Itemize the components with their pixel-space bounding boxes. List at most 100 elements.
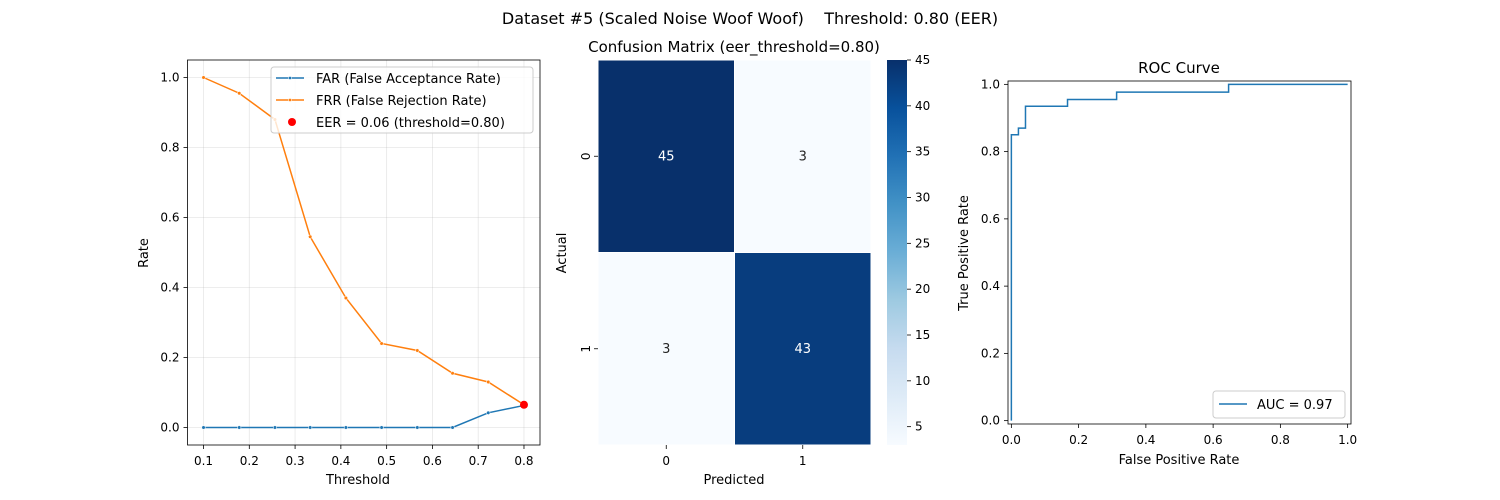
far-frr-tick-label-x: 0.7 [469, 454, 488, 468]
roc-tick-label-x: 1.0 [1338, 433, 1357, 447]
confusion-tick-label-x: 0 [662, 454, 670, 468]
frr-point [237, 91, 242, 96]
frr-point [486, 379, 491, 385]
confusion-cell-value: 45 [658, 149, 675, 164]
roc-tick-label-y: 0.0 [981, 414, 1000, 428]
colorbar-tick-label: 45 [915, 53, 930, 67]
far-frr-tick-label-x: 0.3 [286, 454, 305, 468]
frr-point [450, 371, 455, 376]
far-frr-tick-label-x: 0.5 [377, 454, 396, 468]
roc-legend-label: AUC = 0.97 [1257, 398, 1333, 413]
confusion-cell [597, 252, 735, 446]
far-point [201, 425, 206, 430]
roc-xlabel: False Positive Rate [1119, 453, 1240, 468]
confusion-cell [734, 59, 872, 253]
roc-legend: AUC = 0.97 [1212, 390, 1346, 419]
roc-tick-label-y: 1.0 [981, 77, 1000, 91]
far-frr-tick-label-x: 0.4 [331, 454, 350, 468]
far-point [272, 425, 277, 430]
roc-lines [1010, 83, 1348, 421]
colorbar-tick-label: 40 [915, 99, 930, 113]
legend-frr-label: FRR (False Rejection Rate) [316, 94, 487, 109]
far-frr-tick-label-x: 0.8 [514, 454, 533, 468]
legend-far-marker [288, 76, 292, 80]
confusion-matrix-cells: 45 3 3 43 [597, 59, 872, 446]
roc-legend-frame [1212, 390, 1346, 419]
colorbar-tick-label: 15 [915, 328, 930, 342]
colorbar-tick-label: 10 [915, 374, 930, 388]
far-frr-tick-label-y: 0.6 [160, 211, 179, 225]
colorbar-tick-label: 20 [915, 282, 930, 296]
confusion-matrix-ylabel: Actual [555, 233, 570, 274]
frr-point [201, 75, 206, 80]
roc-title: ROC Curve [1138, 59, 1220, 77]
colorbar-tick-label: 25 [915, 236, 930, 250]
far-point [308, 425, 313, 430]
far-point [486, 410, 491, 415]
far-point [450, 425, 455, 430]
far-frr-tick-label-x: 0.1 [194, 454, 213, 468]
far-frr-tick-label-y: 1.0 [160, 71, 179, 85]
roc-tick-label-x: 0.0 [1002, 433, 1021, 447]
far-frr-chart: 0.1 0.2 0.3 0.4 0.5 0.6 0.7 0.8 0.0 0.2 0.4 0.6 0.8 1… [137, 59, 541, 488]
colorbar-tick-label: 30 [915, 191, 930, 205]
far-frr-tick-label-y: 0.8 [160, 141, 179, 155]
roc-tick-label-y: 0.4 [981, 279, 1000, 293]
far-frr-tick-label-y: 0.4 [160, 281, 179, 295]
frr-point [343, 295, 348, 301]
far-frr-frame [187, 59, 541, 446]
far-point [343, 425, 348, 430]
legend-far-label: FAR (False Acceptance Rate) [316, 72, 501, 87]
confusion-matrix-title: Confusion Matrix (eer_threshold=0.80) [588, 38, 880, 57]
colorbar-ticks: 5 10 15 20 25 30 35 40 45 [907, 53, 930, 434]
confusion-cell [734, 252, 872, 446]
far-frr-tick-label-y: 0.2 [160, 351, 179, 365]
frr-point [379, 341, 384, 346]
confusion-matrix-ticks: 0 1 0 1 [579, 152, 807, 468]
frr-point [308, 234, 313, 239]
far-frr-tick-label-x: 0.6 [423, 454, 442, 468]
colorbar-tick-label: 35 [915, 145, 930, 159]
roc-ylabel: True Positive Rate [957, 195, 972, 312]
roc-plot-area [1008, 81, 1351, 424]
roc-frame [1007, 80, 1352, 425]
far-frr-lines [201, 75, 528, 430]
confusion-tick-label-y: 1 [579, 345, 593, 353]
roc-line [1010, 83, 1348, 421]
figure-title: Dataset #5 (Scaled Noise Woof Woof) Thre… [502, 9, 998, 28]
far-frr-tick-label-x: 0.2 [240, 454, 259, 468]
frr-point [415, 348, 420, 353]
legend-frr-marker [288, 98, 292, 102]
eer-point [519, 400, 528, 409]
far-line [203, 404, 525, 429]
colorbar [887, 60, 907, 445]
confusion-cell-value: 3 [662, 342, 670, 357]
far-point [379, 425, 384, 430]
confusion-tick-label-x: 1 [799, 454, 807, 468]
confusion-cell-value: 43 [794, 342, 811, 357]
roc-tick-label-y: 0.8 [981, 145, 1000, 159]
confusion-matrix-xlabel: Predicted [703, 473, 764, 488]
confusion-matrix: Confusion Matrix (eer_threshold=0.80) 45… [555, 38, 930, 488]
far-point [415, 425, 420, 430]
roc-tick-label-x: 0.2 [1069, 433, 1088, 447]
frr-line [203, 76, 525, 406]
roc-tick-label-y: 0.2 [981, 346, 1000, 360]
colorbar-tick-label: 5 [915, 420, 923, 434]
far-frr-legend: FAR (False Acceptance Rate) FRR (False R… [270, 66, 534, 134]
legend-eer-marker [288, 118, 296, 126]
roc-tick-label-y: 0.6 [981, 212, 1000, 226]
confusion-cell [597, 59, 735, 253]
legend-eer-label: EER = 0.06 (threshold=0.80) [316, 116, 505, 131]
far-point [237, 425, 242, 430]
roc-ticks: 0.0 0.2 0.4 0.6 0.8 1.0 0.0 0.2 0.4 0.6 0.8 1.0 [981, 77, 1357, 447]
roc-tick-label-x: 0.4 [1136, 433, 1155, 447]
far-frr-ylabel: Rate [137, 238, 152, 268]
confusion-tick-label-y: 0 [579, 152, 593, 160]
roc-tick-label-x: 0.6 [1204, 433, 1223, 447]
confusion-cell-value: 3 [799, 149, 807, 164]
legend-frame [270, 66, 534, 134]
far-frr-tick-label-y: 0.0 [160, 421, 179, 435]
roc-tick-label-x: 0.8 [1271, 433, 1290, 447]
